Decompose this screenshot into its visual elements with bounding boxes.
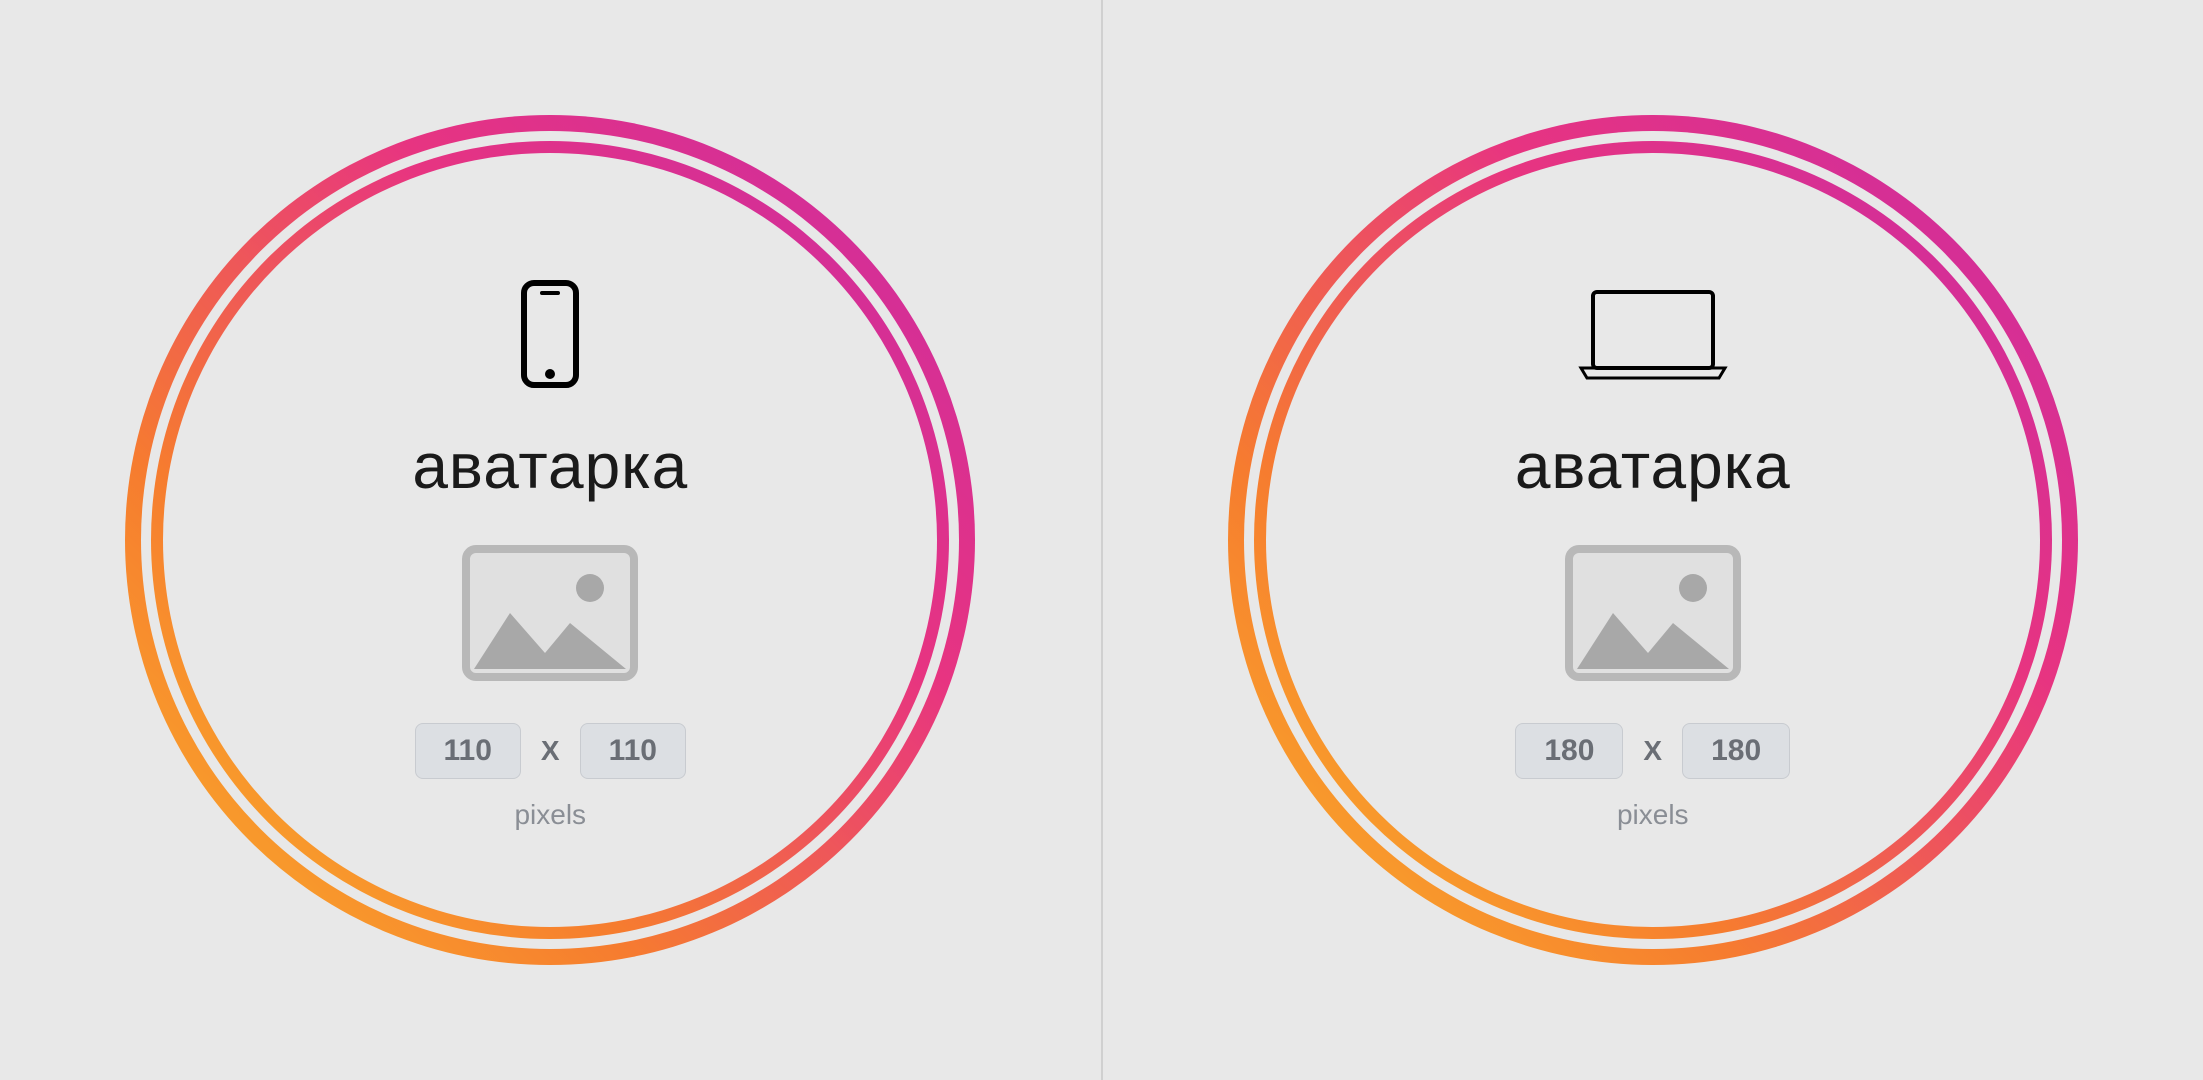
height-value: 180	[1682, 723, 1790, 779]
ring-content: аватарка 110 X 110 pixels	[163, 153, 937, 927]
dimensions-row: 180 X 180	[1515, 723, 1790, 779]
dimensions-row: 110 X 110	[415, 723, 687, 779]
ring-gap: аватарка 110 X 110 pixels	[141, 131, 959, 949]
title-label: аватарка	[1515, 429, 1791, 503]
unit-label: pixels	[514, 799, 586, 831]
laptop-icon	[1573, 279, 1733, 389]
phone-icon	[520, 279, 580, 389]
ring-gap: аватарка 180 X 180 pixels	[1244, 131, 2062, 949]
title-label: аватарка	[412, 429, 688, 503]
height-value: 110	[580, 723, 686, 779]
image-placeholder-icon	[1563, 543, 1743, 683]
panel-desktop: аватарка 180 X 180 pixels	[1103, 0, 2203, 1080]
gradient-ring-outer: аватарка 180 X 180 pixels	[1228, 115, 2078, 965]
width-value: 110	[415, 723, 521, 779]
gradient-ring-inner: аватарка 180 X 180 pixels	[1254, 141, 2052, 939]
separator-x: X	[541, 735, 560, 767]
width-value: 180	[1515, 723, 1623, 779]
gradient-ring-outer: аватарка 110 X 110 pixels	[125, 115, 975, 965]
ring-content: аватарка 180 X 180 pixels	[1266, 153, 2040, 927]
gradient-ring-inner: аватарка 110 X 110 pixels	[151, 141, 949, 939]
separator-x: X	[1643, 735, 1662, 767]
image-placeholder-icon	[460, 543, 640, 683]
unit-label: pixels	[1617, 799, 1689, 831]
panel-mobile: аватарка 110 X 110 pixels	[0, 0, 1101, 1080]
